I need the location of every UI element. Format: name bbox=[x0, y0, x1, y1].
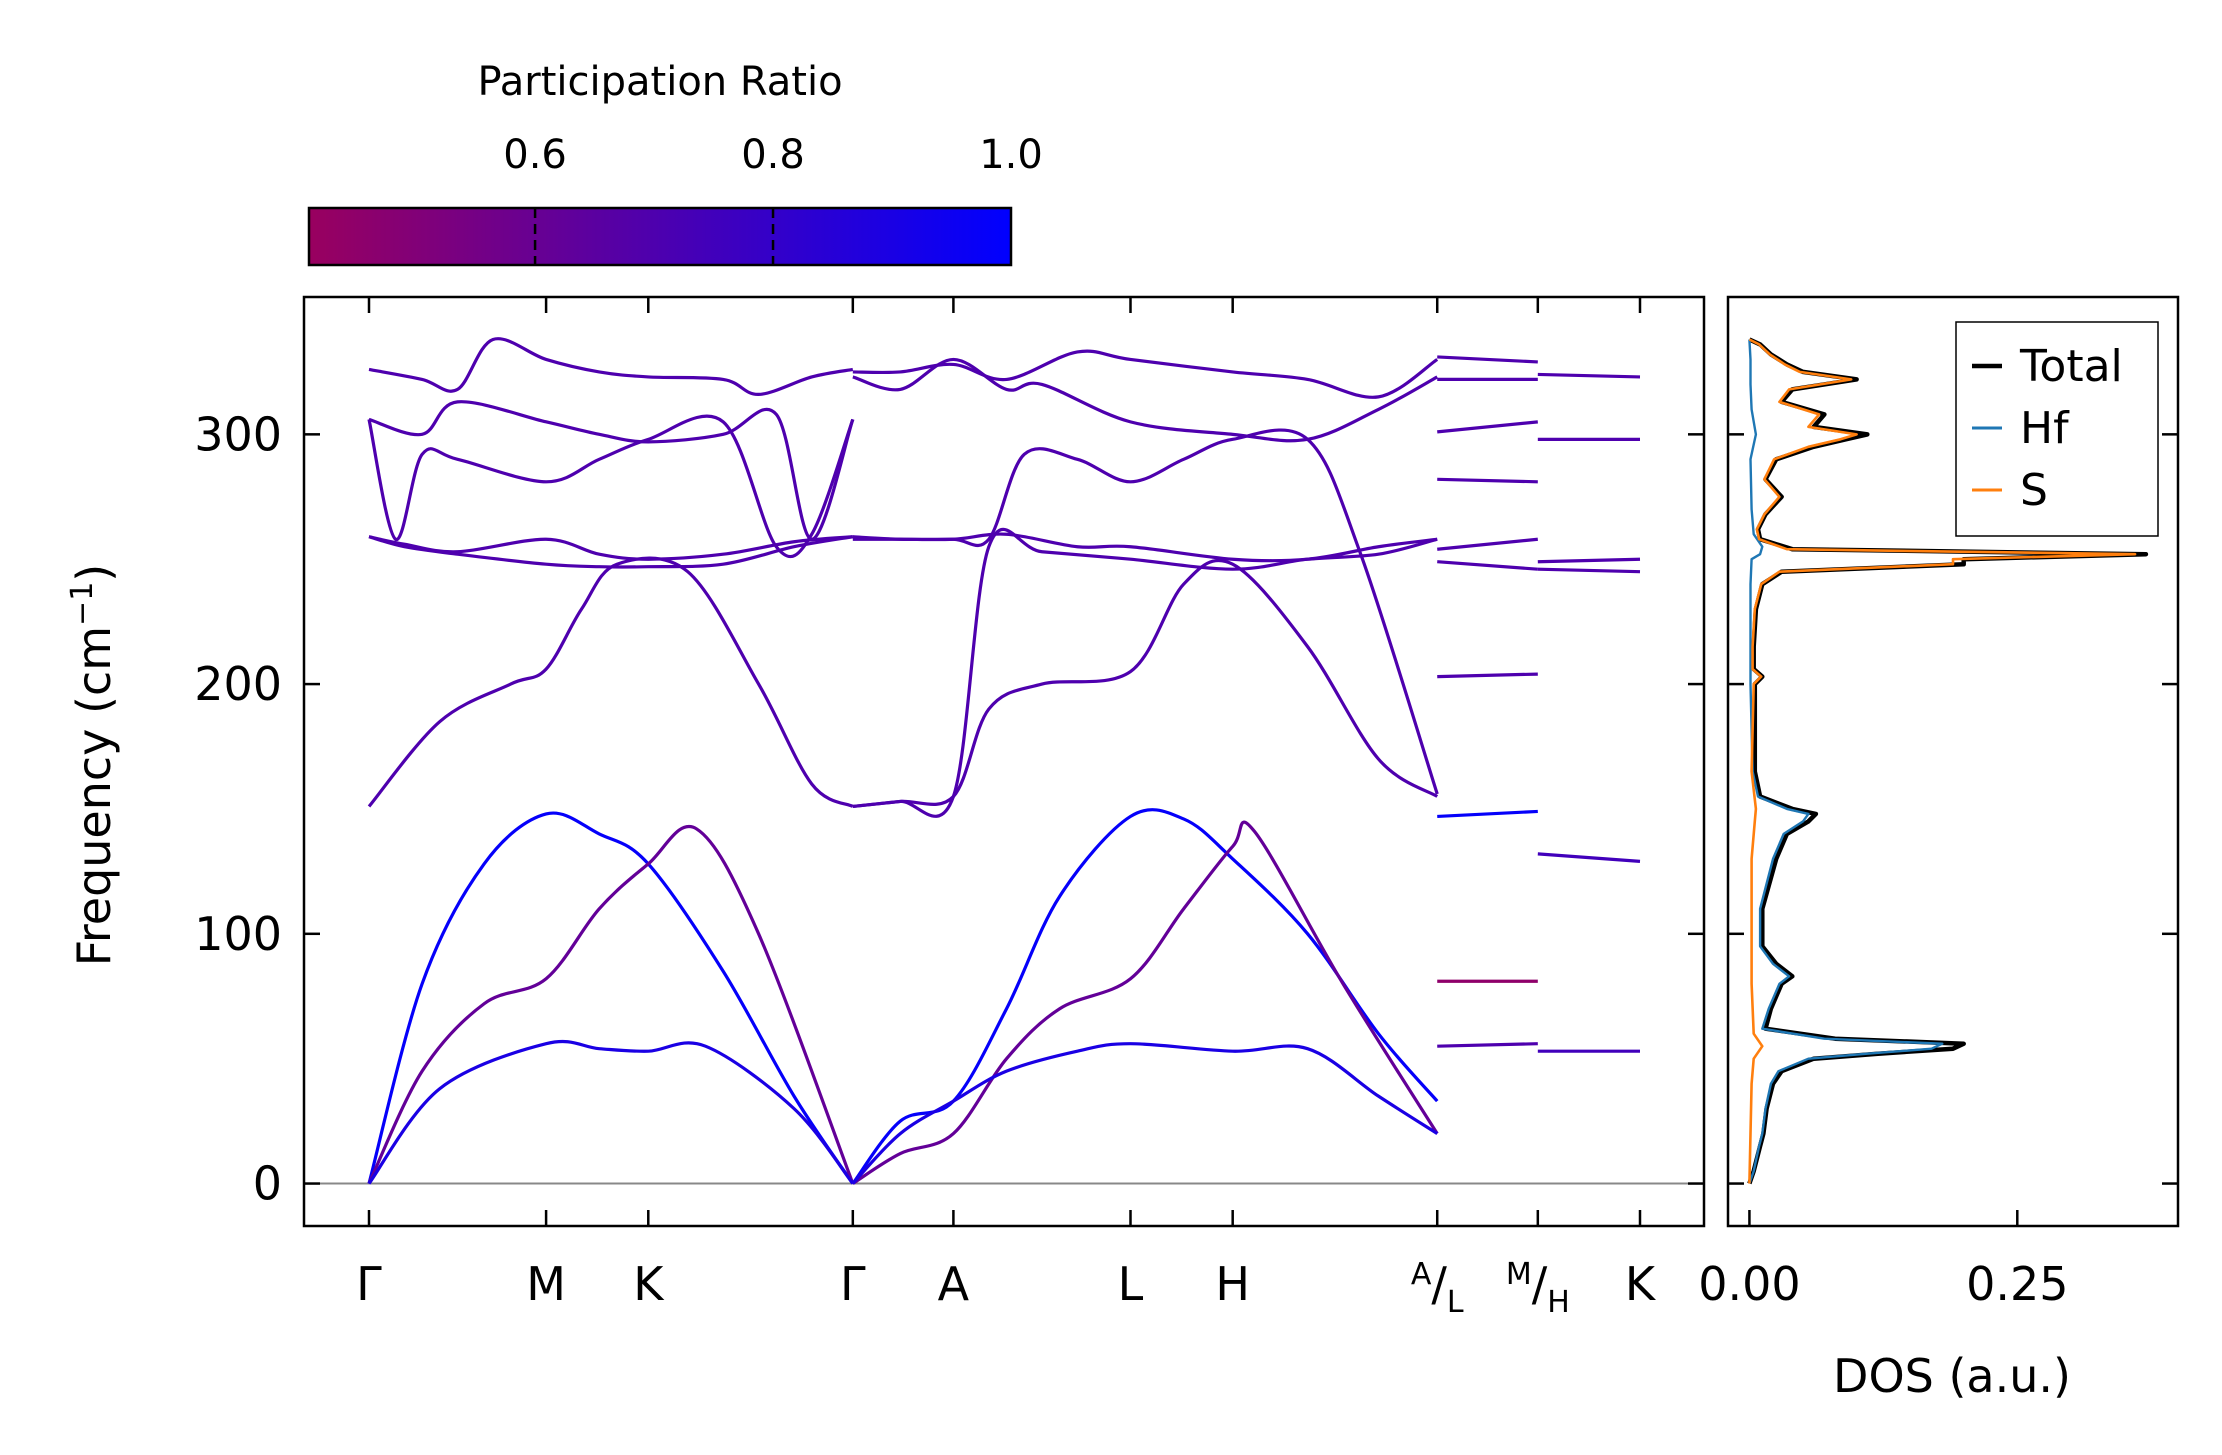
y-tick-label: 100 bbox=[194, 907, 282, 961]
dos-ticks: 0.00 0.25 bbox=[1698, 433, 2178, 1311]
x-tick-label: K bbox=[1625, 1257, 1657, 1311]
dos-x-tick-label: 0.00 bbox=[1698, 1257, 1800, 1311]
y-tick-label: 300 bbox=[194, 407, 282, 461]
phonon-band-line bbox=[1437, 672, 1538, 679]
phonon-band-line bbox=[852, 528, 1438, 818]
phonon-band-line bbox=[1537, 852, 1641, 863]
phonon-band-line bbox=[852, 357, 1439, 443]
x-tick-label: M/H bbox=[1506, 1257, 1570, 1320]
colorbar-tick-labels: 0.6 0.8 1.0 bbox=[503, 132, 1043, 178]
phonon-band-line bbox=[368, 400, 855, 541]
phonon-band-line bbox=[368, 337, 854, 396]
phonon-band-line bbox=[367, 811, 855, 1185]
dos-axes-frame bbox=[1726, 295, 2180, 1228]
dos-panel: 0.00 0.25 DOS (a.u.) Total Hf S bbox=[1698, 295, 2180, 1403]
legend-label: Total bbox=[2019, 341, 2123, 392]
legend-label: Hf bbox=[2020, 403, 2070, 454]
colorbar: Participation Ratio 0.6 0.8 1.0 bbox=[307, 59, 1043, 267]
legend-label: S bbox=[2020, 465, 2048, 516]
dos-legend: Total Hf S bbox=[1955, 321, 2159, 537]
phonon-band-line bbox=[368, 535, 854, 569]
x-tick-label: L bbox=[1118, 1257, 1144, 1311]
x-tick-label: Γ bbox=[356, 1257, 382, 1311]
colorbar-title: Participation Ratio bbox=[477, 59, 842, 105]
phonon-band-line bbox=[851, 1042, 1439, 1185]
y-tick-label: 0 bbox=[253, 1157, 282, 1211]
phonon-band-line bbox=[367, 414, 855, 559]
phonon-band-line bbox=[1537, 567, 1641, 574]
colorbar-tick-label: 0.8 bbox=[741, 132, 805, 178]
phonon-band-line bbox=[367, 556, 854, 808]
dos-lines bbox=[1747, 337, 2149, 1185]
x-tick-label: A/L bbox=[1411, 1257, 1464, 1320]
x-tick-label: M bbox=[526, 1257, 566, 1311]
band-y-ticks: 0 100 200 300 bbox=[194, 407, 1704, 1211]
phonon-band-line bbox=[1437, 420, 1538, 434]
phonon-band-line bbox=[368, 535, 853, 561]
band-axes-frame bbox=[302, 295, 1706, 1228]
colorbar-gradient bbox=[307, 206, 1013, 267]
phonon-band-line bbox=[1537, 372, 1641, 379]
x-tick-label: A bbox=[938, 1257, 970, 1311]
band-y-axis-label: Frequency (cm−1) bbox=[65, 564, 121, 967]
phonon-band-line bbox=[1437, 809, 1538, 819]
dos-x-axis-label: DOS (a.u.) bbox=[1833, 1349, 2071, 1403]
phonon-band-line bbox=[852, 428, 1439, 795]
x-tick-label: Γ bbox=[840, 1257, 866, 1311]
y-tick-label: 200 bbox=[194, 657, 282, 711]
phonon-band-line bbox=[1437, 355, 1538, 364]
colorbar-ticks bbox=[533, 208, 775, 265]
colorbar-tick-label: 0.6 bbox=[503, 132, 567, 178]
colorbar-tick-label: 1.0 bbox=[979, 132, 1043, 178]
phonon-band-line bbox=[852, 558, 1439, 809]
phonon-band-line bbox=[1537, 557, 1641, 564]
band-x-ticks: Γ M K Γ A L H A/L M/H K bbox=[356, 297, 1657, 1320]
x-tick-label: H bbox=[1215, 1257, 1250, 1311]
phonon-band-line bbox=[1437, 1042, 1538, 1048]
phonon-band-line bbox=[367, 825, 855, 1185]
dos-line-s bbox=[1748, 338, 2137, 1184]
dos-line-hf bbox=[1748, 339, 1944, 1184]
phonon-band-line bbox=[367, 1039, 855, 1185]
band-structure-panel: 0 100 200 300 Γ M K Γ A L H A/L M/H K Frequency (cm−… bbox=[65, 295, 1706, 1320]
x-tick-label: K bbox=[633, 1257, 665, 1311]
phonon-band-line bbox=[851, 820, 1439, 1185]
phonon-band-line bbox=[1437, 537, 1538, 551]
band-lines bbox=[367, 337, 1641, 1185]
dos-x-tick-label: 0.25 bbox=[1966, 1257, 2068, 1311]
phonon-band-line bbox=[1437, 560, 1538, 571]
phonon-band-line bbox=[852, 349, 1439, 399]
phonon-band-line bbox=[1437, 477, 1538, 484]
